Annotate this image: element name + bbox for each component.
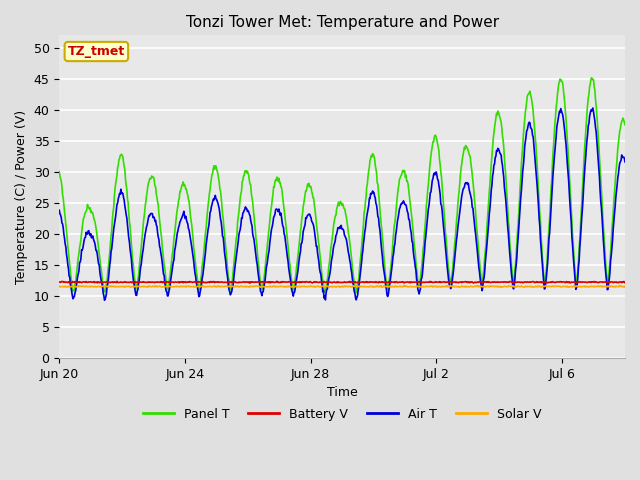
Solar V xyxy=(377,283,385,288)
Solar V xyxy=(261,284,269,289)
Battery V xyxy=(246,280,253,286)
Line: Solar V: Solar V xyxy=(60,285,625,288)
Air T xyxy=(589,105,596,111)
Air T xyxy=(621,159,629,165)
Panel T xyxy=(377,214,385,220)
Line: Panel T: Panel T xyxy=(60,78,625,293)
Solar V xyxy=(514,283,522,289)
Battery V xyxy=(189,279,196,285)
Text: TZ_tmet: TZ_tmet xyxy=(68,45,125,58)
Y-axis label: Temperature (C) / Power (V): Temperature (C) / Power (V) xyxy=(15,109,28,284)
Battery V xyxy=(76,279,83,285)
Line: Battery V: Battery V xyxy=(60,281,625,283)
Battery V xyxy=(292,279,300,285)
X-axis label: Time: Time xyxy=(327,386,358,399)
Title: Tonzi Tower Met: Temperature and Power: Tonzi Tower Met: Temperature and Power xyxy=(186,15,499,30)
Solar V xyxy=(56,283,63,289)
Air T xyxy=(100,297,108,303)
Battery V xyxy=(378,279,385,285)
Panel T xyxy=(189,228,196,234)
Solar V xyxy=(621,283,629,289)
Panel T xyxy=(76,245,83,251)
Battery V xyxy=(273,278,281,284)
Panel T xyxy=(621,122,629,128)
Air T xyxy=(76,260,83,265)
Solar V xyxy=(400,282,408,288)
Solar V xyxy=(189,284,196,289)
Air T xyxy=(189,253,197,259)
Panel T xyxy=(353,290,360,296)
Battery V xyxy=(514,279,522,285)
Panel T xyxy=(56,168,63,174)
Air T xyxy=(377,233,385,239)
Solar V xyxy=(76,283,83,289)
Air T xyxy=(56,207,63,213)
Panel T xyxy=(291,276,299,281)
Air T xyxy=(513,254,521,260)
Air T xyxy=(262,270,269,276)
Solar V xyxy=(291,284,299,289)
Panel T xyxy=(588,75,595,81)
Battery V xyxy=(621,280,629,286)
Battery V xyxy=(262,279,269,285)
Solar V xyxy=(336,285,344,290)
Air T xyxy=(292,280,300,286)
Line: Air T: Air T xyxy=(60,108,625,300)
Panel T xyxy=(513,240,521,246)
Legend: Panel T, Battery V, Air T, Solar V: Panel T, Battery V, Air T, Solar V xyxy=(138,403,547,426)
Battery V xyxy=(56,279,63,285)
Panel T xyxy=(261,265,269,271)
